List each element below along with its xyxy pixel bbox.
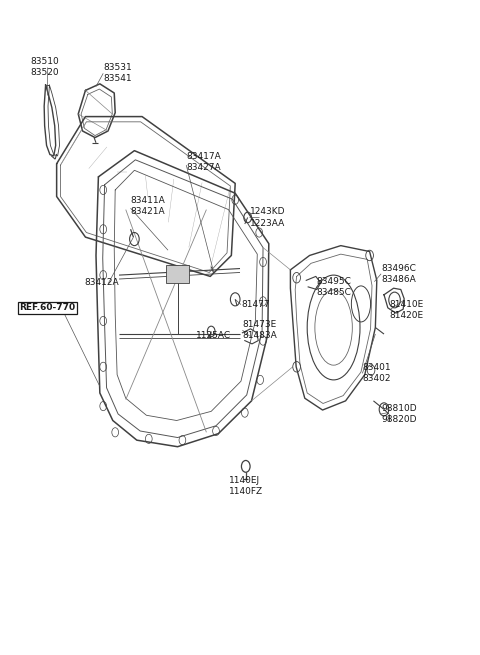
Text: 83412A: 83412A — [84, 278, 119, 288]
Text: 98810D
98820D: 98810D 98820D — [381, 404, 417, 424]
Text: 83411A
83421A: 83411A 83421A — [131, 196, 165, 215]
Text: 83510
83520: 83510 83520 — [30, 57, 59, 77]
Text: 83401
83402: 83401 83402 — [362, 364, 391, 383]
Text: 1243KD
1223AA: 1243KD 1223AA — [250, 208, 285, 227]
Text: 81410E
81420E: 81410E 81420E — [390, 300, 424, 320]
Bar — [166, 265, 189, 283]
Text: 83496C
83486A: 83496C 83486A — [381, 264, 416, 284]
Text: 83417A
83427A: 83417A 83427A — [186, 153, 221, 172]
Text: 81473E
81483A: 81473E 81483A — [242, 320, 277, 340]
Text: 1125AC: 1125AC — [196, 331, 231, 340]
Text: 83495C
83485C: 83495C 83485C — [317, 277, 352, 297]
Text: 1140EJ
1140FZ: 1140EJ 1140FZ — [228, 476, 263, 496]
Text: 83531
83541: 83531 83541 — [103, 64, 132, 83]
Text: 81477: 81477 — [241, 300, 270, 309]
Text: REF.60-770: REF.60-770 — [19, 303, 75, 312]
